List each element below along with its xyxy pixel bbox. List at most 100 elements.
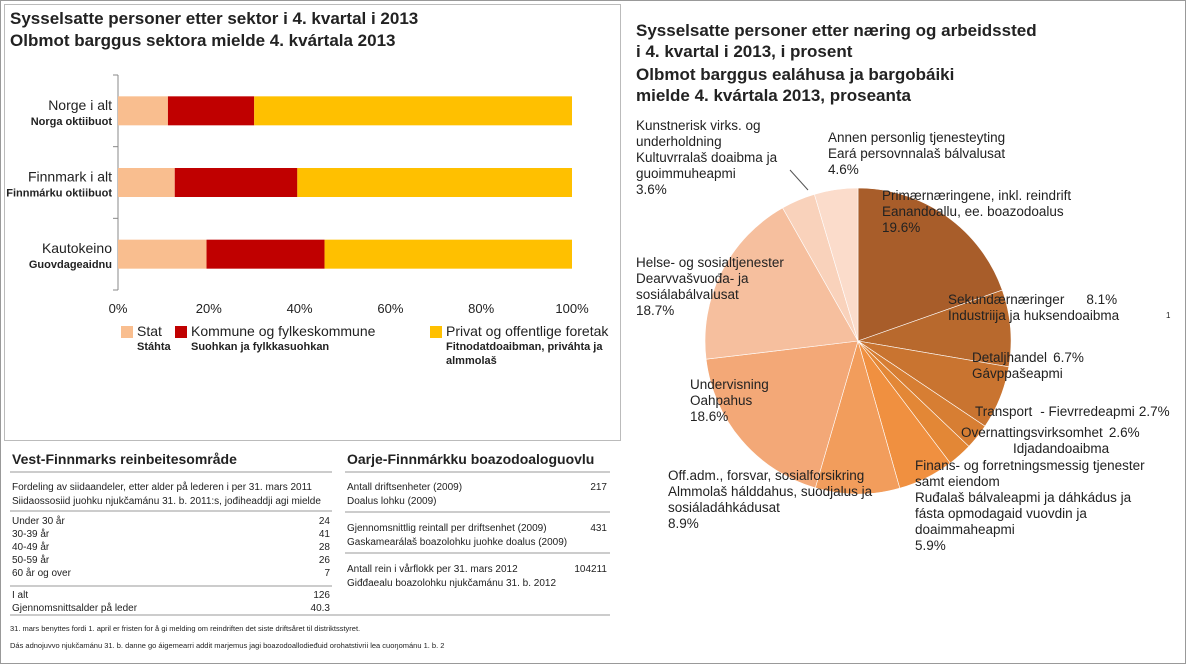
category-label: Kautokeino (42, 240, 112, 256)
slice-value: 3.6% (636, 182, 667, 197)
x-tick-label: 80% (468, 301, 494, 316)
legend-item: Kommune og fylkeskommune Suohkan ja fylkk… (191, 323, 376, 354)
category-sublabel: Finnmárku oktiibuot (6, 188, 112, 200)
footnote: 31. mars benyttes fordi 1. april er fris… (10, 624, 360, 633)
x-tick-label: 60% (377, 301, 403, 316)
pie-slice (705, 340, 859, 489)
row-label: Giđđaealu boazolohku njukčamánu 31. b. 2… (347, 578, 556, 589)
row-label: Doalus lohku (2009) (347, 496, 437, 507)
bar-segment (118, 96, 168, 126)
row-value: 24 (319, 516, 331, 527)
x-tick-label: 100% (555, 301, 589, 316)
leader-line (789, 169, 809, 191)
legend-swatch (121, 326, 133, 338)
slice-sami-name: Ruđalaš bálvaleapmi ja dáhkádus ja fásta… (915, 490, 1132, 537)
slice-value: 8.9% (668, 516, 699, 531)
row-value: 26 (319, 555, 331, 566)
slice-label: Undervisning Oahpahus 18.6% (690, 377, 820, 425)
legend-item: Privat og offentlige foretak Fitnodatdoai… (446, 323, 616, 368)
slice-sami-name: - Fievrredeapmi (1040, 404, 1135, 419)
chart-title: i 4. kvartal i 2013, i prosent (636, 42, 853, 61)
row-label: I alt (12, 590, 28, 601)
chart-subtitle: Olbmot barggus ealáhusa ja bargobáiki (636, 65, 954, 84)
chart-subtitle: mielde 4. kvártala 2013, proseanta (636, 86, 912, 105)
slice-value: 4.6% (828, 162, 859, 177)
legend-item: Stat Stáhta (137, 323, 307, 354)
row-value: 40.3 (311, 603, 331, 614)
row-label: 40-49 år (12, 541, 50, 553)
row-label: Antall driftsenheter (2009) (347, 482, 462, 493)
legend-label: Privat og offentlige foretak (446, 323, 609, 339)
slice-sami-name: Eanandoallu, ee. boazodoalus (882, 204, 1064, 219)
table-title: Oarje-Finnmárkku boazodoaloguovlu (347, 451, 594, 467)
slice-sami-name: Dearvvašvuođa- ja sosiálabálvalusat (636, 271, 749, 302)
bar-segment (297, 168, 572, 197)
row-value: 126 (313, 590, 330, 601)
slice-sami-name: Idjadandoaibma (1013, 441, 1110, 456)
slice-label: Off.adm., forsvar, sosialforsikring Almmo… (668, 468, 900, 532)
slice-label: Finans- og forretningsmessig tjenester s… (915, 458, 1163, 554)
slice-sami-name: Almmolaš hálddahus, suodjalus ja sosiála… (668, 484, 873, 515)
pie-slice (704, 207, 859, 360)
table-header: Siidaossosiid juohku njukčamánu 31. b. 2… (12, 496, 321, 507)
slice-name: Helse- og sosialtjenester (636, 255, 784, 270)
slice-label: Overnattingsvirksomhet 2.6% Idjadandoaibma (961, 425, 1186, 457)
legend-swatch (430, 326, 442, 338)
slice-sami-name: Oahpahus (690, 393, 753, 408)
bar-segment (254, 96, 572, 126)
slice-label: Primærnæringene, inkl. reindrift Eanandoa… (882, 188, 1082, 236)
slice-name: Kunstnerisk virks. og underholdning (636, 118, 761, 149)
slice-value: 2.7% (1138, 404, 1170, 419)
legend-label: Stat (137, 323, 162, 339)
slice-sami-name: Gávppašeapmi (972, 366, 1063, 381)
category-label: Norge i alt (48, 97, 112, 113)
slice-sami-name: Industriija ja huksendoaibma (948, 308, 1120, 323)
footnote: Dás adnojuvvo njukčamánu 31. b. danne go… (10, 641, 444, 650)
category-sublabel: Guovdageaidnu (29, 259, 112, 271)
slice-value: 18.7% (636, 303, 675, 318)
slice-sami-name: Eará persovnnalaš bálvalusat (828, 146, 1006, 161)
slice-value: 6.7% (1053, 350, 1084, 365)
row-label: Antall rein i vårflokk per 31. mars 2012 (347, 563, 518, 575)
row-value: 28 (319, 542, 331, 553)
row-label: 50-59 år (12, 554, 50, 566)
row-label: Gjennomsnittlig reintall per driftsenhet… (347, 523, 547, 534)
x-tick-label: 40% (287, 301, 313, 316)
slice-name: Undervisning (690, 377, 769, 392)
row-label: 30-39 år (12, 528, 50, 540)
slice-name: Primærnæringene, inkl. reindrift (882, 188, 1072, 203)
category-sublabel: Norga oktiibuot (31, 116, 113, 128)
row-value: 217 (590, 482, 607, 493)
slice-label: Transport - Fievrredeapmi 2.7% (975, 404, 1186, 420)
chart-frame (4, 4, 621, 441)
bar-segment (167, 96, 255, 126)
legend-swatch (175, 326, 187, 338)
bar-segment (174, 168, 298, 197)
x-tick-label: 20% (196, 301, 222, 316)
slice-value: 8.1% (1086, 292, 1118, 307)
slice-label: Helse- og sosialtjenester Dearvvašvuođa- … (636, 255, 806, 319)
legend-label: Kommune og fylkeskommune (191, 323, 376, 339)
row-value: 41 (319, 529, 331, 540)
pie-slice (814, 339, 901, 495)
legend-sublabel: Suohkan ja fylkkasuohkan (191, 341, 330, 353)
slice-label: Sekundærnæringer 8.1% Industriija ja hukse… (948, 292, 1178, 324)
slice-sami-name: Kultuvrralaš doaibma ja guoimmuheapmi (636, 150, 778, 181)
row-label: 60 år og over (12, 567, 72, 579)
slice-name: Annen personlig tjenesteyting (828, 130, 1006, 145)
bar-segment (118, 168, 175, 197)
slice-label: Kunstnerisk virks. og underholdning Kultu… (636, 118, 781, 198)
slice-value: 18.6% (690, 409, 729, 424)
chart-title: Sysselsatte personer etter sektor i 4. k… (10, 9, 418, 28)
bar-segment (118, 239, 207, 269)
legend-sublabel: Stáhta (137, 341, 171, 353)
row-value: 7 (324, 568, 330, 579)
slice-label: Annen personlig tjenesteyting Eará persov… (828, 130, 1023, 178)
slice-name: Detaljhandel (972, 350, 1048, 365)
slice-name: Off.adm., forsvar, sosialforsikring (668, 468, 865, 483)
table-title: Vest-Finnmarks reinbeitesområde (12, 451, 237, 467)
footnote-mark: 1 (1166, 311, 1171, 320)
slice-value: 19.6% (882, 220, 921, 235)
